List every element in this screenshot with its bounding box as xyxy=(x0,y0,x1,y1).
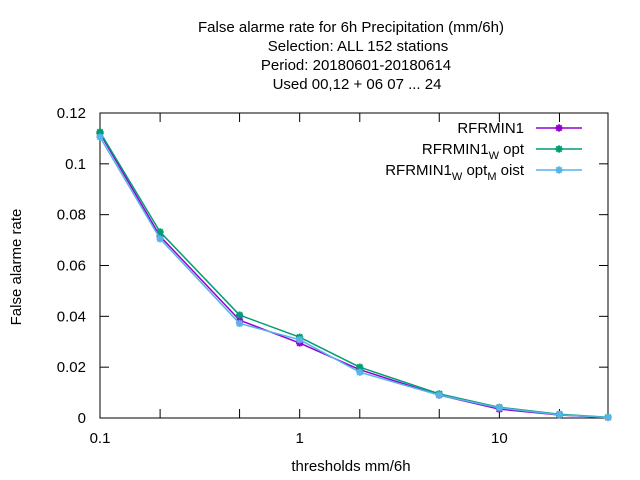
legend-label: RFRMIN1W optM oist xyxy=(385,162,525,183)
plot-area xyxy=(99,112,609,419)
data-point xyxy=(356,368,364,376)
legend-label: RFRMIN1W opt xyxy=(422,141,525,162)
title-line-1: False alarme rate for 6h Precipitation (… xyxy=(198,19,504,36)
legend-swatch-marker xyxy=(555,166,563,174)
legend-label-base: RFRMIN1 xyxy=(385,162,452,179)
legend-label: RFRMIN1 xyxy=(457,120,524,137)
legend-label-base: RFRMIN1 xyxy=(422,141,489,158)
title-line-2: Selection: ALL 152 stations xyxy=(268,38,448,55)
series-1 xyxy=(96,129,612,422)
y-tick-label: 0.02 xyxy=(57,359,86,376)
x-tick-label: 0.1 xyxy=(90,430,111,447)
legend-swatch-marker xyxy=(555,124,563,132)
legend-label-subscript: W xyxy=(489,150,500,162)
data-point xyxy=(555,411,564,419)
data-point xyxy=(435,391,443,399)
legend-item: RFRMIN1 xyxy=(457,120,582,137)
data-point xyxy=(296,336,304,344)
legend-label-base: RFRMIN1 xyxy=(457,120,524,137)
y-tick-label: 0.08 xyxy=(57,207,86,224)
legend-label-subscript: W xyxy=(452,171,463,183)
x-tick-label: 10 xyxy=(491,430,508,447)
y-axis-label: False alarme rate xyxy=(8,209,25,326)
legend-label-text: oist xyxy=(496,162,524,179)
data-point xyxy=(235,311,244,319)
legend-label-text: opt xyxy=(462,162,488,179)
y-tick-label: 0.06 xyxy=(57,258,86,275)
legend-item: RFRMIN1W opt xyxy=(422,141,582,162)
axis-ticks: 0 0.02 0.04 0.06 0.08 0.1 0.12 0.1 1 10 xyxy=(57,105,608,447)
data-point xyxy=(604,413,612,422)
y-tick-label: 0.1 xyxy=(65,156,86,173)
x-axis-label: thresholds mm/6h xyxy=(291,458,410,475)
legend-swatch-marker xyxy=(555,145,563,153)
data-point xyxy=(156,228,164,236)
legend-label-text: opt xyxy=(499,141,525,158)
y-tick-label: 0.12 xyxy=(57,105,86,122)
series-2 xyxy=(96,128,612,421)
data-point xyxy=(235,319,244,328)
x-tick-label: 1 xyxy=(296,430,304,447)
data-point xyxy=(156,235,164,243)
data-point xyxy=(96,133,104,141)
series-line xyxy=(99,136,609,419)
data-point xyxy=(96,128,104,136)
y-tick-label: 0.04 xyxy=(57,308,86,325)
y-tick-label: 0 xyxy=(78,410,86,427)
title-line-4: Used 00,12 + 06 07 ... 24 xyxy=(273,76,442,93)
series-lines xyxy=(96,128,612,422)
title-line-3: Period: 20180601-20180614 xyxy=(261,57,451,74)
series-line xyxy=(99,131,609,418)
data-point xyxy=(495,404,503,412)
chart-title: False alarme rate for 6h Precipitation (… xyxy=(198,19,504,93)
series-line xyxy=(99,132,609,419)
legend-item: RFRMIN1W optM oist xyxy=(385,162,582,183)
plot-border xyxy=(99,112,609,419)
series-3 xyxy=(96,133,612,422)
legend-label-subscript: M xyxy=(487,171,496,183)
